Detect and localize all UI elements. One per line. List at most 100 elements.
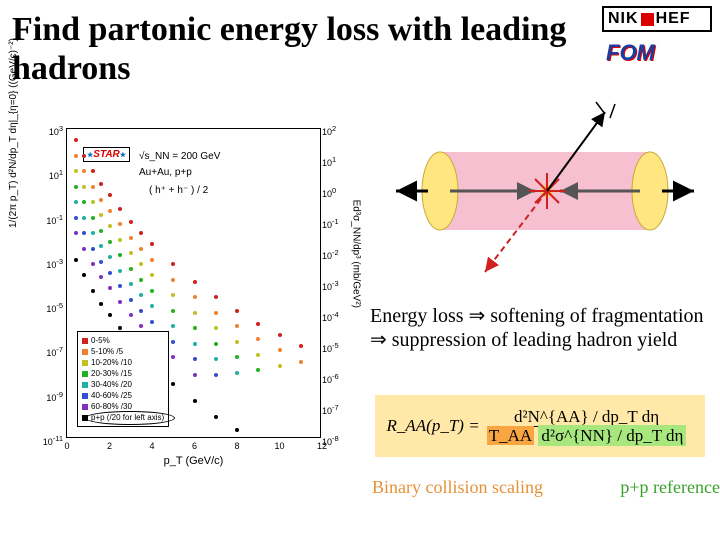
logo-area: NIK HEF FOM [602,6,712,68]
data-point [118,300,122,304]
data-point [82,231,86,235]
data-point [171,324,175,328]
data-point [74,154,78,158]
data-point [278,364,282,368]
x-tick: 6 [192,441,197,451]
data-point [118,238,122,242]
data-point [256,368,260,372]
x-tick: 8 [234,441,239,451]
y-tick-right: 10-7 [322,403,346,416]
data-point [108,224,112,228]
data-point [99,244,103,248]
y-tick-right: 101 [322,155,346,168]
slide-title: Find partonic energy loss with leading h… [12,10,572,88]
legend-label: 10-20% /10 [91,357,132,368]
data-point [256,353,260,357]
data-point [150,258,154,262]
formula-fraction: d²N^{AA} / dp_T dη T_AA d²σ^{NN} / dp_T … [484,408,690,445]
y-tick-right: 10-1 [322,217,346,230]
fom-logo: FOM [602,38,712,68]
collision-diagram [390,100,700,280]
data-point [171,309,175,313]
x-tick: 4 [149,441,154,451]
data-point [82,154,86,158]
legend-swatch [82,404,88,410]
data-point [150,304,154,308]
nikhef-text-2: HEF [656,10,691,28]
chart-text-energy: √s_NN = 200 GeV [139,151,220,162]
data-point [193,311,197,315]
data-point [171,340,175,344]
data-point [91,247,95,251]
y-tick-left: 103 [33,124,63,137]
data-point [108,286,112,290]
data-point [74,258,78,262]
y-tick-right: 10-6 [322,372,346,385]
data-point [74,138,78,142]
data-point [99,229,103,233]
legend-row: 30-40% /20 [82,379,164,390]
raa-formula: R_AA(p_T) = d²N^{AA} / dp_T dη T_AA d²σ^… [375,395,705,457]
legend-label: 40-60% /25 [91,390,132,401]
x-tick: 0 [64,441,69,451]
data-point [99,275,103,279]
y-tick-right: 10-4 [322,310,346,323]
data-point [193,280,197,284]
data-point [129,282,133,286]
data-point [99,182,103,186]
data-point [171,355,175,359]
data-point [235,428,239,432]
data-point [118,326,122,330]
data-point [91,262,95,266]
data-point [118,269,122,273]
data-point [214,415,218,419]
y-tick-right: 10-2 [322,248,346,261]
data-point [193,373,197,377]
nikhef-dot-icon [641,13,654,26]
data-point [74,200,78,204]
data-point [82,185,86,189]
y-tick-right: 10-3 [322,279,346,292]
formula-lhs: R_AA(p_T) = [387,416,480,436]
star-logo: STAR [83,147,130,162]
caption-binary-scaling: Binary collision scaling [372,477,543,498]
legend-swatch [82,360,88,366]
formula-captions: Binary collision scaling p+p reference [372,477,720,498]
data-point [150,320,154,324]
chart-text-system: Au+Au, p+p [139,167,192,178]
data-point [91,185,95,189]
data-point [118,253,122,257]
body-text: Energy loss ⇒ softening of fragmentation… [370,305,710,352]
data-point [82,247,86,251]
data-point [82,273,86,277]
data-point [235,355,239,359]
data-point [108,240,112,244]
legend-swatch [82,338,88,344]
legend-row: 0-5% [82,335,164,346]
data-point [129,313,133,317]
y-tick-left: 101 [33,168,63,181]
data-point [108,271,112,275]
legend-label: 0-5% [91,335,110,346]
data-point [214,311,218,315]
data-point [171,278,175,282]
data-point [99,213,103,217]
y-tick-right: 10-5 [322,341,346,354]
formula-sigma-nn: d²σ^{NN} / dp_T dη [538,425,686,446]
data-point [139,309,143,313]
data-point [129,298,133,302]
nikhef-text-1: NIK [608,10,639,28]
data-point [235,324,239,328]
data-point [278,333,282,337]
data-point [139,231,143,235]
data-point [82,216,86,220]
data-point [256,337,260,341]
pp-highlight-ellipse [85,411,175,425]
data-point [139,324,143,328]
data-point [108,255,112,259]
y-tick-left: 10-7 [33,345,63,358]
x-tick: 10 [274,441,284,451]
formula-denominator: T_AA d²σ^{NN} / dp_T dη [484,427,690,445]
nikhef-logo: NIK HEF [602,6,712,32]
jet-near-frag-1 [610,104,615,118]
